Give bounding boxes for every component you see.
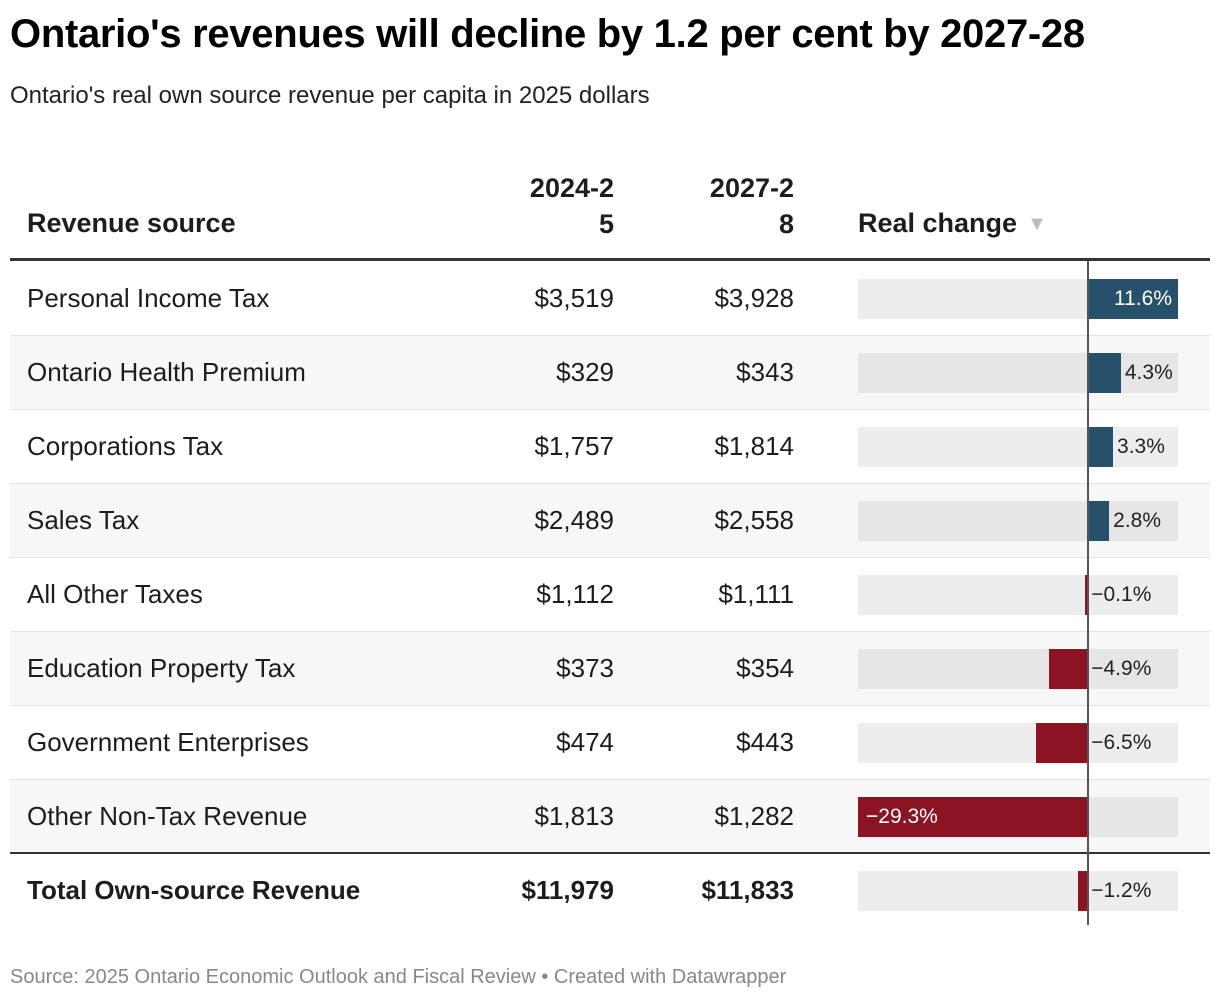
table-row: Other Non-Tax Revenue $1,813 $1,282 −29.3% — [10, 780, 1210, 854]
value-2024-25-cell: $2,489 — [534, 505, 614, 535]
sort-descending-icon[interactable]: ▼ — [1027, 213, 1047, 235]
value-2024-25-cell: $373 — [556, 653, 614, 683]
change-bar-track: −29.3% — [858, 797, 1178, 837]
source-note: Source: 2025 Ontario Economic Outlook an… — [10, 966, 787, 988]
table-row: Education Property Tax $373 $354 −4.9% — [10, 632, 1210, 706]
table-row: Corporations Tax $1,757 $1,814 3.3% — [10, 410, 1210, 484]
chart-title: Ontario's revenues will decline by 1.2 p… — [10, 12, 1085, 56]
change-label: 4.3% — [1124, 361, 1173, 384]
change-label: 11.6% — [1114, 287, 1172, 310]
change-label: 3.3% — [1117, 435, 1165, 458]
value-2024-25-cell: $1,813 — [534, 801, 614, 831]
table-row: All Other Taxes $1,112 $1,111 −0.1% — [10, 558, 1210, 632]
change-bar-track: 4.3% — [858, 353, 1178, 393]
header-2024-25-label: 2024-25 — [529, 173, 614, 239]
revenue-source-cell: Education Property Tax — [27, 653, 296, 683]
change-label: −4.9% — [1091, 657, 1152, 680]
value-2024-25-cell: $474 — [556, 727, 614, 757]
header-2027-28-label: 2027-28 — [709, 173, 794, 239]
change-bar-track: −1.2% — [858, 871, 1178, 911]
change-bar — [1048, 649, 1088, 689]
header-2027-28[interactable]: 2027-28 — [634, 170, 794, 242]
change-bar-track: 11.6% — [858, 279, 1178, 319]
change-bar-track: 3.3% — [858, 427, 1178, 467]
revenue-source-cell: Total Own-source Revenue — [27, 875, 361, 905]
revenue-source-cell: Sales Tax — [27, 505, 140, 535]
value-2024-25-cell: $329 — [556, 357, 614, 387]
chart-subtitle: Ontario's real own source revenue per ca… — [10, 82, 650, 109]
change-bar — [1087, 427, 1114, 467]
value-2024-25-cell: $11,979 — [521, 875, 614, 905]
change-bar-track: −0.1% — [858, 575, 1178, 615]
header-revenue-source[interactable]: Revenue source — [27, 208, 236, 238]
revenue-source-cell: Other Non-Tax Revenue — [27, 801, 308, 831]
value-2027-28-cell: $343 — [736, 357, 794, 387]
revenue-source-cell: Personal Income Tax — [27, 283, 270, 313]
value-2027-28-cell: $354 — [736, 653, 794, 683]
zero-baseline — [1087, 261, 1089, 925]
change-bar-track: −6.5% — [858, 723, 1178, 763]
total-row: Total Own-source Revenue $11,979 $11,833 −1… — [10, 854, 1210, 928]
value-2027-28-cell: $3,928 — [714, 283, 794, 313]
table-row: Ontario Health Premium $329 $343 4.3% — [10, 336, 1210, 410]
revenue-source-cell: Government Enterprises — [27, 727, 309, 757]
value-2027-28-cell: $1,111 — [718, 579, 794, 609]
change-bar — [1087, 501, 1110, 541]
revenue-source-cell: All Other Taxes — [27, 579, 203, 609]
change-bar-track: 2.8% — [858, 501, 1178, 541]
change-bar-track: −4.9% — [858, 649, 1178, 689]
value-2024-25-cell: $1,112 — [536, 579, 614, 609]
change-bar — [1085, 575, 1088, 615]
header-real-change-label: Real change — [858, 208, 1018, 238]
revenue-source-cell: Ontario Health Premium — [27, 357, 306, 387]
table-row: Personal Income Tax $3,519 $3,928 11.6% — [10, 262, 1210, 336]
change-bar — [1036, 723, 1088, 763]
total-divider — [10, 852, 1210, 854]
change-label: −29.3% — [866, 805, 938, 828]
change-label: −1.2% — [1091, 879, 1152, 902]
change-label: 2.8% — [1113, 509, 1162, 532]
header-divider — [10, 258, 1210, 261]
value-2027-28-cell: $2,558 — [714, 505, 794, 535]
value-2027-28-cell: $443 — [736, 727, 794, 757]
change-bar — [1077, 871, 1088, 911]
value-2027-28-cell: $1,282 — [714, 801, 794, 831]
change-bar — [858, 797, 1088, 837]
value-2027-28-cell: $11,833 — [701, 875, 794, 905]
table-row: Sales Tax $2,489 $2,558 2.8% — [10, 484, 1210, 558]
change-bar — [1087, 279, 1178, 319]
revenue-source-cell: Corporations Tax — [27, 431, 224, 461]
change-label: −0.1% — [1091, 583, 1152, 606]
value-2027-28-cell: $1,814 — [714, 431, 794, 461]
change-label: −6.5% — [1091, 731, 1152, 754]
table-row: Government Enterprises $474 $443 −6.5% — [10, 706, 1210, 780]
change-bar — [1087, 353, 1121, 393]
header-real-change[interactable]: Real change ▼ — [858, 205, 1047, 242]
value-2024-25-cell: $1,757 — [534, 431, 614, 461]
header-2024-25[interactable]: 2024-25 — [454, 170, 614, 242]
value-2024-25-cell: $3,519 — [534, 283, 614, 313]
